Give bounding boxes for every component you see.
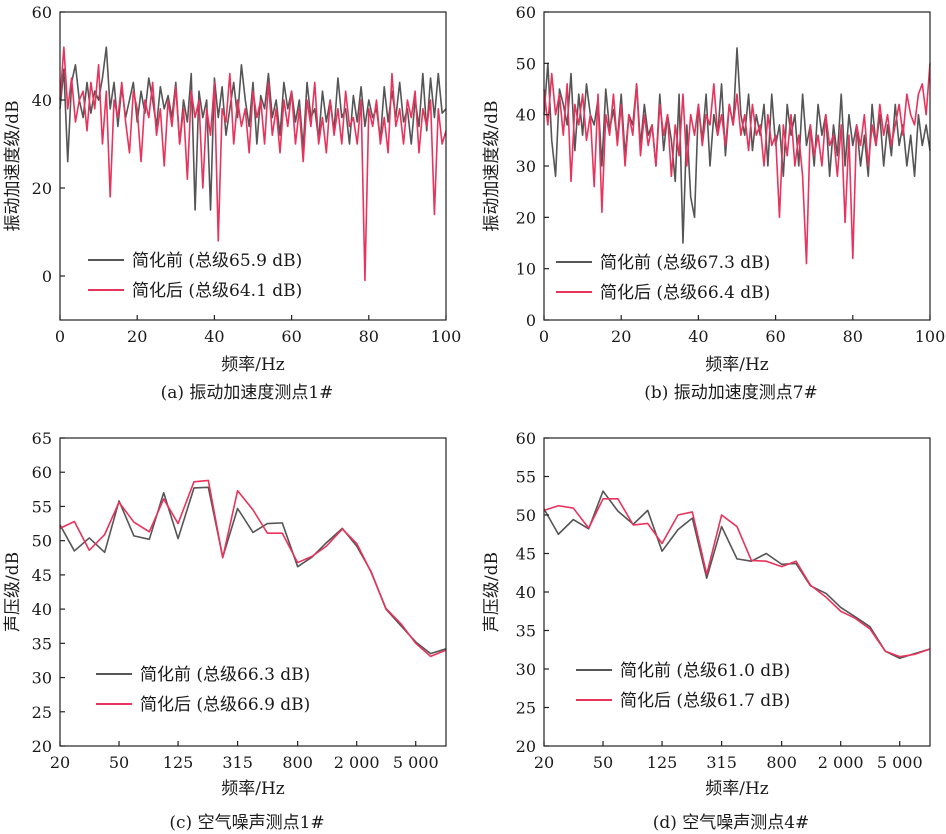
panel-b: 0 20 40 60 80 100 0 10 20 30 40 50 60 频率/Hz 振动加速度级/dB 简… [482, 3, 945, 403]
x-axis-title: 频率/Hz [705, 779, 769, 799]
x-tick-label: 315 [706, 753, 737, 772]
legend-label: 简化后 (总级64.1 dB) [132, 281, 302, 301]
x-tick-label: 60 [281, 327, 301, 346]
x-tick-label: 50 [109, 753, 129, 772]
x-tick-label: 800 [282, 753, 313, 772]
legend-label: 简化后 (总级66.4 dB) [600, 283, 770, 303]
y-tick-label: 20 [516, 737, 536, 756]
y-tick-label: 0 [526, 311, 536, 330]
x-tick-label: 60 [765, 327, 785, 346]
x-tick-label: 20 [611, 327, 631, 346]
panel-caption: (c) 空气噪声测点1# [169, 813, 324, 833]
y-tick-label: 60 [32, 3, 52, 22]
legend-label: 简化后 (总级61.7 dB) [620, 691, 790, 711]
y-tick-label: 25 [516, 699, 536, 718]
x-tick-label: 40 [204, 327, 224, 346]
x-tick-label: 100 [915, 327, 946, 346]
y-tick-label: 40 [516, 106, 536, 125]
series-line-before [59, 46, 447, 211]
x-axis-title: 频率/Hz [705, 355, 769, 375]
x-tick-label: 800 [766, 753, 797, 772]
y-axis-title: 声压级/dB [482, 552, 502, 632]
x-tick-label: 20 [50, 753, 70, 772]
y-tick-label: 0 [42, 267, 52, 286]
y-tick-label: 45 [516, 545, 536, 564]
y-tick-label: 20 [516, 208, 536, 227]
y-tick-label: 35 [516, 622, 536, 641]
y-tick-label: 50 [516, 506, 536, 525]
series-line-before [543, 47, 931, 244]
y-tick-label: 40 [32, 91, 52, 110]
plot-frame [59, 11, 447, 321]
legend-label: 简化前 (总级66.3 dB) [140, 665, 310, 685]
x-tick-label: 5 000 [877, 753, 923, 772]
legend-label: 简化后 (总级66.9 dB) [140, 695, 310, 715]
legend-label: 简化前 (总级67.3 dB) [600, 253, 770, 273]
x-tick-label: 50 [593, 753, 613, 772]
y-tick-label: 20 [32, 179, 52, 198]
y-tick-label: 55 [516, 468, 536, 487]
series-line-after [543, 63, 931, 265]
y-tick-label: 30 [516, 157, 536, 176]
panel-caption: (b) 振动加速度测点7# [644, 383, 818, 403]
panel-d: 20 50 125 315 800 2 000 5 000 20 25 30 35 40 45 50 55 6… [482, 429, 931, 833]
panel-a: 0 20 40 60 80 100 0 20 40 60 频率/Hz 振动加速度级/dB 简化前 (总级… [3, 3, 461, 403]
x-tick-label: 125 [163, 753, 194, 772]
y-tick-label: 45 [32, 566, 52, 585]
y-tick-label: 60 [32, 463, 52, 482]
y-tick-label: 60 [516, 3, 536, 22]
series-line-before [543, 490, 931, 660]
x-axis-title: 频率/Hz [221, 779, 285, 799]
x-tick-label: 125 [647, 753, 678, 772]
x-tick-label: 40 [688, 327, 708, 346]
y-tick-label: 40 [516, 583, 536, 602]
x-tick-label: 5 000 [393, 753, 439, 772]
x-tick-label: 315 [222, 753, 253, 772]
legend-label: 简化前 (总级61.0 dB) [620, 661, 790, 681]
y-tick-label: 60 [516, 429, 536, 448]
x-axis-title: 频率/Hz [221, 355, 285, 375]
x-tick-label: 0 [55, 327, 65, 346]
series-line-after [543, 498, 931, 658]
x-tick-label: 80 [359, 327, 379, 346]
y-tick-label: 55 [32, 497, 52, 516]
y-tick-label: 30 [516, 660, 536, 679]
legend-label: 简化前 (总级65.9 dB) [132, 251, 302, 271]
y-tick-label: 50 [32, 532, 52, 551]
y-tick-label: 40 [32, 600, 52, 619]
y-tick-label: 30 [32, 669, 52, 688]
x-tick-label: 80 [843, 327, 863, 346]
panel-caption: (d) 空气噪声测点4# [653, 813, 810, 833]
series-line-before [59, 486, 447, 655]
y-axis-title: 振动加速度级/dB [3, 100, 23, 231]
x-tick-label: 0 [539, 327, 549, 346]
y-tick-label: 20 [32, 737, 52, 756]
y-tick-label: 50 [516, 54, 536, 73]
x-tick-label: 2 000 [818, 753, 864, 772]
x-tick-label: 100 [431, 327, 462, 346]
y-axis-title: 声压级/dB [3, 552, 23, 632]
series-line-after [59, 479, 447, 658]
x-tick-label: 20 [127, 327, 147, 346]
panel-caption: (a) 振动加速度测点1# [161, 383, 334, 403]
series-line-after [59, 46, 447, 282]
plot-frame [59, 437, 447, 747]
y-tick-label: 10 [516, 260, 536, 279]
x-tick-label: 20 [534, 753, 554, 772]
y-tick-label: 65 [32, 429, 52, 448]
y-tick-label: 35 [32, 634, 52, 653]
panel-c: 20 50 125 315 800 2 000 5 000 20 25 30 35 40 45 50 55 6… [3, 429, 447, 833]
x-tick-label: 2 000 [334, 753, 380, 772]
y-axis-title: 振动加速度级/dB [482, 100, 502, 231]
y-tick-label: 25 [32, 703, 52, 722]
